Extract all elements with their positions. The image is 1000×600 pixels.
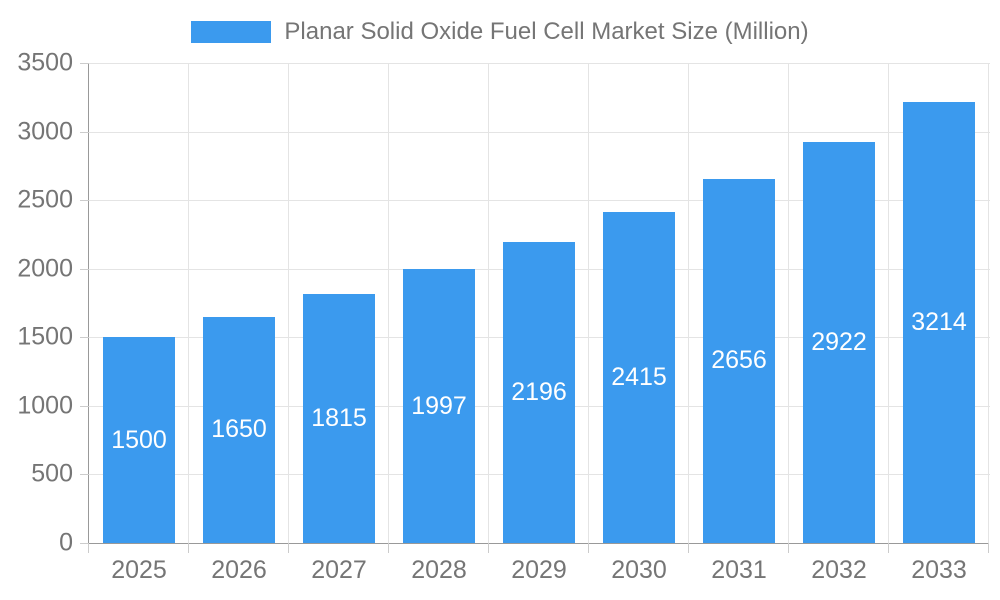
v-gridline (188, 63, 189, 543)
x-axis-tick (688, 543, 689, 553)
x-axis-tick (188, 543, 189, 553)
bar-value-label: 2922 (811, 328, 867, 357)
legend-swatch (191, 21, 272, 43)
v-gridline (388, 63, 389, 543)
v-gridline (588, 63, 589, 543)
v-gridline (988, 63, 989, 543)
bar-value-label: 2656 (711, 346, 767, 375)
v-gridline (688, 63, 689, 543)
y-axis-tick (80, 268, 89, 270)
x-axis-label: 2028 (411, 556, 467, 584)
x-axis-tick (288, 543, 289, 553)
v-gridline (288, 63, 289, 543)
x-axis-tick (588, 543, 589, 553)
v-gridline (788, 63, 789, 543)
bar-value-label: 2415 (611, 362, 667, 391)
bar-value-label: 2196 (511, 377, 567, 406)
bar: 2415 (603, 211, 675, 543)
bar-value-label: 1650 (211, 415, 267, 444)
y-axis-label: 2000 (17, 254, 73, 283)
legend[interactable]: Planar Solid Oxide Fuel Cell Market Size… (0, 20, 1000, 44)
y-axis-tick (80, 131, 89, 133)
bar-value-label: 3214 (911, 308, 967, 337)
x-axis-label: 2033 (911, 556, 967, 584)
x-axis-tick (988, 543, 989, 553)
y-axis-tick (80, 63, 89, 64)
bar: 1650 (203, 316, 275, 543)
v-gridline (488, 63, 489, 543)
x-axis-label: 2030 (611, 556, 667, 584)
bar: 3214 (903, 102, 975, 543)
y-axis-tick (80, 474, 89, 476)
h-gridline (89, 131, 990, 133)
x-axis-tick (88, 543, 89, 553)
y-axis-tick (80, 405, 89, 407)
x-axis-label: 2025 (111, 556, 167, 584)
y-axis-tick (80, 543, 89, 544)
bar-value-label: 1815 (311, 404, 367, 433)
x-axis-label: 2027 (311, 556, 367, 584)
x-axis-label: 2026 (211, 556, 267, 584)
bar: 1997 (403, 269, 475, 543)
y-axis-label: 3000 (17, 117, 73, 146)
y-axis-label: 3500 (17, 48, 73, 77)
legend-label: Planar Solid Oxide Fuel Cell Market Size… (284, 18, 809, 45)
y-axis-label: 1000 (17, 391, 73, 420)
bar-value-label: 1500 (111, 425, 167, 454)
v-gridline (888, 63, 889, 543)
y-axis-label: 2500 (17, 185, 73, 214)
y-axis-tick (80, 337, 89, 339)
x-axis-label: 2031 (711, 556, 767, 584)
y-axis-label: 1500 (17, 322, 73, 351)
bar: 2196 (503, 241, 575, 543)
x-axis-label: 2032 (811, 556, 867, 584)
x-axis-tick (488, 543, 489, 553)
h-gridline (89, 200, 990, 202)
x-axis-tick (888, 543, 889, 553)
bar: 2922 (803, 142, 875, 543)
h-gridline (89, 63, 990, 64)
x-axis-label: 2029 (511, 556, 567, 584)
plot-area: 0 500 1000 1500 2000 2500 3000 3500 1500 2025 1650… (17, 49, 990, 584)
bar: 2656 (703, 178, 775, 543)
bar: 1500 (103, 337, 175, 543)
bar-value-label: 1997 (411, 391, 467, 420)
y-axis-label: 500 (31, 459, 73, 488)
x-axis-tick (388, 543, 389, 553)
bar: 1815 (303, 294, 375, 543)
x-axis-tick (788, 543, 789, 553)
y-axis-tick (80, 200, 89, 202)
y-axis-label: 0 (59, 528, 73, 557)
